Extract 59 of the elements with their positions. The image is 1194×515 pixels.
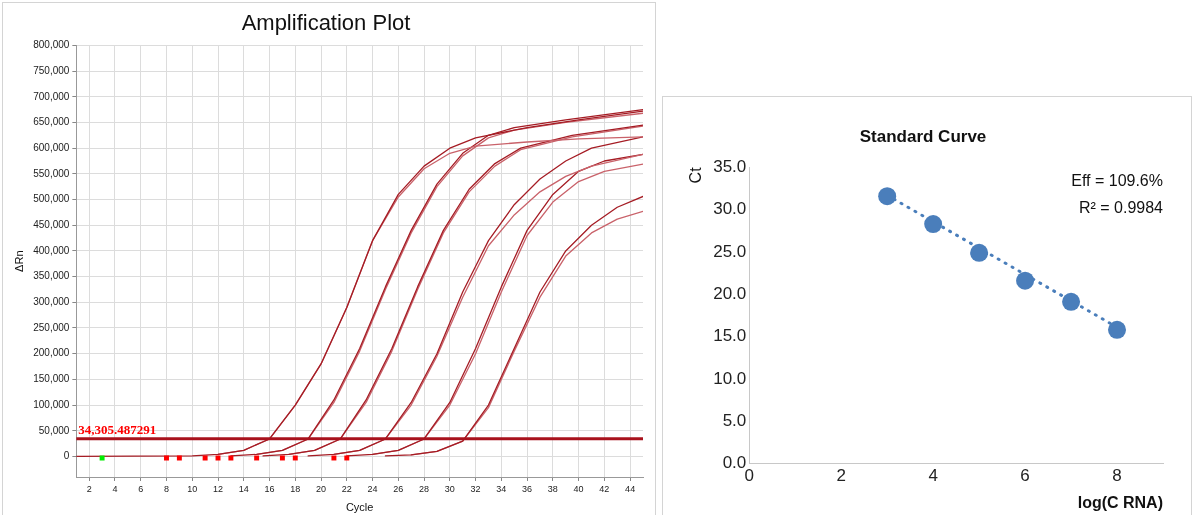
y-tick-label: 400,000 xyxy=(33,244,70,256)
y-tick-label: 350,000 xyxy=(33,270,70,282)
y-tick-label: 15.0 xyxy=(713,326,747,346)
x-tick-label: 2 xyxy=(836,466,846,486)
y-tick-label: 450,000 xyxy=(33,218,70,230)
x-tick-label: 18 xyxy=(290,483,301,494)
y-tick-label: 100,000 xyxy=(33,398,70,410)
x-tick-label: 42 xyxy=(599,483,610,494)
y-tick-label: 10.0 xyxy=(713,368,747,388)
ref-line-label: 34,305.487291 xyxy=(78,421,157,437)
x-axis-title: log(C RNA) xyxy=(1077,493,1163,511)
y-tick-label: 750,000 xyxy=(33,64,70,76)
x-tick-label: 30 xyxy=(444,483,455,494)
x-tick-label: 24 xyxy=(367,483,378,494)
y-axis-title: Ct xyxy=(687,166,705,184)
y-tick-label: 30.0 xyxy=(713,199,747,219)
x-tick-label: 6 xyxy=(138,483,144,494)
y-tick-label: 20.0 xyxy=(713,283,747,303)
y-tick-label: 300,000 xyxy=(33,296,70,308)
y-tick-label: 500,000 xyxy=(33,193,70,205)
x-tick-label: 14 xyxy=(238,483,249,494)
chart-title: Standard Curve xyxy=(859,126,987,146)
y-tick-label: 5.0 xyxy=(722,410,747,430)
y-axis-title: ΔRn xyxy=(12,250,25,272)
y-tick-label: 550,000 xyxy=(33,167,70,179)
y-tick-label: 250,000 xyxy=(33,321,70,333)
x-tick-label: 34 xyxy=(496,483,507,494)
x-tick-label: 6 xyxy=(1020,466,1030,486)
x-tick-label: 20 xyxy=(316,483,327,494)
x-tick-label: 8 xyxy=(1112,466,1122,486)
annotation: Eff = 109.6% xyxy=(1071,171,1163,189)
y-tick-label: 25.0 xyxy=(713,241,747,261)
annotation: R² = 0.9984 xyxy=(1078,198,1164,216)
x-tick-label: 10 xyxy=(187,483,198,494)
chart-title: Amplification Plot xyxy=(241,10,411,36)
x-axis-title: Cycle xyxy=(345,501,374,514)
x-tick-label: 4 xyxy=(928,466,938,486)
x-tick-label: 32 xyxy=(470,483,481,494)
x-tick-label: 12 xyxy=(213,483,224,494)
y-tick-label: 800,000 xyxy=(33,39,70,51)
y-tick-label: 200,000 xyxy=(33,347,70,359)
x-tick-label: 44 xyxy=(625,483,636,494)
y-tick-label: 50,000 xyxy=(38,424,70,436)
y-tick-label: 600,000 xyxy=(33,141,70,153)
x-tick-label: 16 xyxy=(264,483,275,494)
x-tick-label: 4 xyxy=(112,483,118,494)
y-tick-label: 35.0 xyxy=(713,157,747,177)
x-tick-label: 38 xyxy=(547,483,558,494)
y-tick-label: 0 xyxy=(63,450,70,462)
x-tick-label: 36 xyxy=(522,483,533,494)
x-tick-label: 28 xyxy=(419,483,430,494)
y-tick-label: 650,000 xyxy=(33,116,70,128)
x-tick-label: 26 xyxy=(393,483,404,494)
x-tick-label: 8 xyxy=(163,483,169,494)
x-tick-label: 2 xyxy=(86,483,92,494)
x-tick-label: 22 xyxy=(341,483,352,494)
y-tick-label: 150,000 xyxy=(33,373,70,385)
y-tick-label: 700,000 xyxy=(33,90,70,102)
x-tick-label: 40 xyxy=(573,483,584,494)
